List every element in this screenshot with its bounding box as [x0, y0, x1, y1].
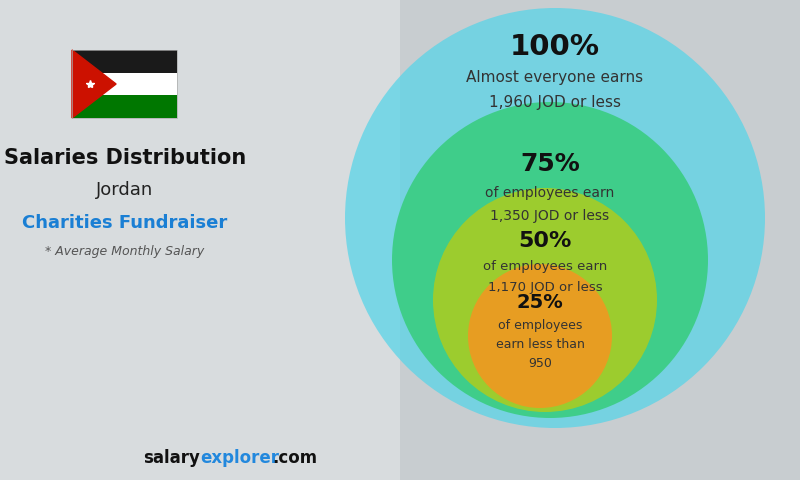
Bar: [72, 50, 177, 118]
Circle shape: [392, 102, 708, 418]
Bar: [72, 96, 177, 118]
Text: 950: 950: [528, 357, 552, 370]
Circle shape: [345, 8, 765, 428]
Text: Jordan: Jordan: [96, 181, 154, 199]
Bar: [72, 72, 177, 96]
Text: 25%: 25%: [517, 293, 563, 312]
Text: 75%: 75%: [520, 152, 580, 176]
Text: of employees earn: of employees earn: [483, 260, 607, 273]
Text: Charities Fundraiser: Charities Fundraiser: [22, 214, 228, 232]
Text: 1,350 JOD or less: 1,350 JOD or less: [490, 209, 610, 223]
Polygon shape: [72, 50, 116, 118]
Text: of employees earn: of employees earn: [486, 186, 614, 200]
Circle shape: [433, 188, 657, 412]
Text: 1,960 JOD or less: 1,960 JOD or less: [489, 95, 621, 110]
Text: Salaries Distribution: Salaries Distribution: [4, 148, 246, 168]
Text: of employees: of employees: [498, 319, 582, 332]
Text: 50%: 50%: [518, 231, 572, 251]
Text: 1,170 JOD or less: 1,170 JOD or less: [488, 281, 602, 294]
Text: salary: salary: [143, 449, 200, 467]
Text: earn less than: earn less than: [495, 337, 585, 351]
Text: .com: .com: [272, 449, 317, 467]
Text: 100%: 100%: [510, 33, 600, 61]
Bar: [72, 50, 177, 72]
Text: explorer: explorer: [200, 449, 279, 467]
Bar: [0, 0, 400, 480]
Text: Almost everyone earns: Almost everyone earns: [466, 70, 643, 84]
Circle shape: [468, 264, 612, 408]
Text: * Average Monthly Salary: * Average Monthly Salary: [46, 245, 205, 259]
